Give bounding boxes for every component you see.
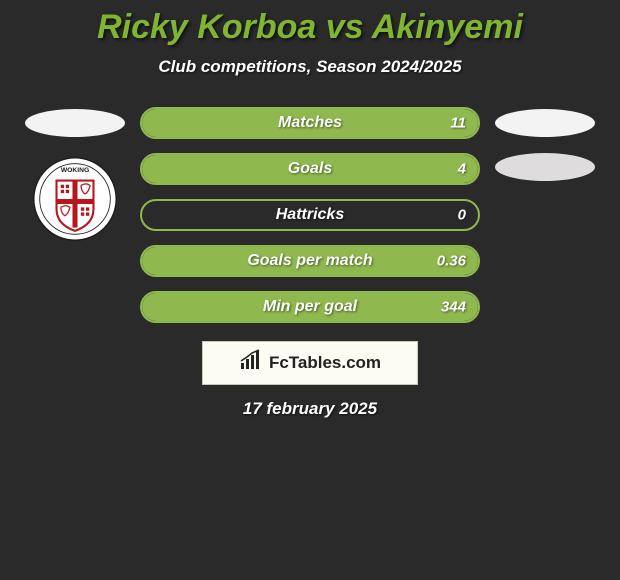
comparison-title: Ricky Korboa vs Akinyemi xyxy=(0,8,620,47)
stat-bars: Matches11 Goals4 Hattricks0 Goals per match… xyxy=(140,107,480,323)
player2-placeholder-1 xyxy=(495,109,595,137)
stat-bar-value: 0 xyxy=(458,207,466,224)
player1-placeholder xyxy=(25,109,125,137)
comparison-subtitle: Club competitions, Season 2024/2025 xyxy=(0,57,620,77)
stat-bar-value: 344 xyxy=(441,299,466,316)
stat-bar-value: 4 xyxy=(458,161,466,178)
snapshot-date: 17 february 2025 xyxy=(0,399,620,419)
stat-bar: Hattricks0 xyxy=(140,199,480,231)
stat-bar-label: Matches xyxy=(142,114,478,132)
stat-bar-label: Min per goal xyxy=(142,298,478,316)
brand-box: FcTables.com xyxy=(202,341,418,385)
stat-bar: Min per goal344 xyxy=(140,291,480,323)
left-player-col: WOKING xyxy=(20,107,130,241)
stat-bar-value: 11 xyxy=(450,115,466,132)
crest-text-top: WOKING xyxy=(61,167,89,174)
stat-bar: Goals per match0.36 xyxy=(140,245,480,277)
stat-bar: Matches11 xyxy=(140,107,480,139)
stat-bar-label: Goals xyxy=(142,160,478,178)
comparison-content: WOKING xyxy=(0,107,620,323)
stat-bar-value: 0.36 xyxy=(437,253,466,270)
stat-bar: Goals4 xyxy=(140,153,480,185)
stat-bar-label: Hattricks xyxy=(142,206,478,224)
player2-placeholder-2 xyxy=(495,153,595,181)
brand-chart-icon xyxy=(239,349,263,378)
stat-bar-label: Goals per match xyxy=(142,252,478,270)
club-crest: WOKING xyxy=(33,157,117,241)
right-player-col xyxy=(490,107,600,181)
brand-text: FcTables.com xyxy=(269,353,381,373)
